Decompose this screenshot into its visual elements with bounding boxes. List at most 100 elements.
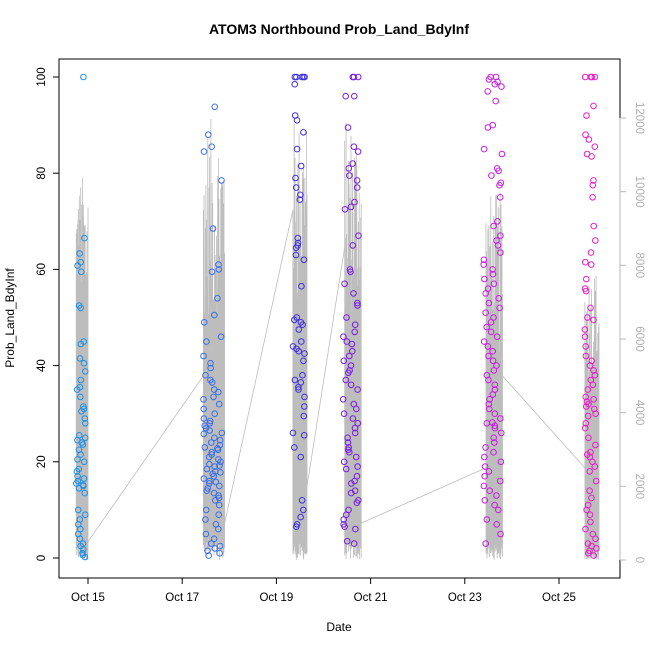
data-point <box>291 444 298 451</box>
data-point <box>482 309 490 317</box>
data-point <box>354 148 362 155</box>
count-trend-cluster <box>485 192 503 560</box>
count-trend-connector <box>502 375 586 469</box>
data-point <box>216 542 224 550</box>
data-point <box>82 368 89 375</box>
data-point <box>589 194 596 201</box>
data-point <box>491 410 499 418</box>
data-point <box>298 338 305 345</box>
y-axis: 0 20 40 60 80 100 <box>36 67 60 561</box>
data-point <box>581 333 589 341</box>
y-tick-label: 20 <box>36 455 48 468</box>
data-point <box>351 321 359 329</box>
y2-tick-label: 4000 <box>633 400 645 426</box>
count-trend-lines <box>75 118 600 560</box>
x-axis: Oct 15 Oct 17 Oct 19 Oct 21 Oct 23 Oct 25 <box>71 577 576 604</box>
y2-tick-label: 8000 <box>633 253 645 279</box>
data-point <box>301 350 308 357</box>
data-point <box>585 434 592 442</box>
data-point <box>341 523 348 531</box>
data-point <box>353 184 361 191</box>
data-point <box>206 420 214 427</box>
data-point <box>75 485 83 492</box>
data-point <box>200 352 207 360</box>
x-tick-label: Oct 15 <box>71 592 105 604</box>
data-point <box>590 396 597 403</box>
data-point <box>202 516 209 523</box>
data-point <box>73 480 80 487</box>
data-point <box>587 518 594 526</box>
data-point <box>497 530 504 538</box>
data-point <box>350 290 357 297</box>
data-point <box>80 475 88 482</box>
data-point <box>345 369 352 377</box>
data-point <box>496 194 504 201</box>
data-point <box>485 76 493 83</box>
data-point <box>289 429 297 437</box>
data-point <box>487 319 495 326</box>
data-point <box>293 145 301 153</box>
data-point <box>585 136 593 143</box>
data-point <box>481 453 488 461</box>
data-point <box>588 153 595 160</box>
data-point <box>347 268 354 276</box>
data-point <box>351 429 359 437</box>
data-point <box>480 338 488 345</box>
data-point <box>593 545 600 552</box>
plot-frame <box>58 58 621 579</box>
data-point <box>291 73 299 81</box>
data-point <box>590 552 598 559</box>
data-point <box>586 487 593 495</box>
data-point <box>217 458 224 466</box>
data-point <box>73 386 81 393</box>
data-point <box>207 364 214 372</box>
data-point <box>208 439 215 446</box>
data-point <box>480 482 488 490</box>
data-point <box>205 453 213 461</box>
data-point <box>351 198 358 206</box>
data-point <box>345 444 353 451</box>
data-point <box>215 501 223 509</box>
data-point <box>342 92 350 100</box>
data-point <box>582 287 590 295</box>
data-point <box>353 499 361 507</box>
data-point <box>215 266 223 273</box>
data-point <box>292 251 300 259</box>
data-point <box>485 400 493 408</box>
data-point <box>581 73 589 81</box>
data-point <box>344 439 352 446</box>
data-point <box>293 117 301 124</box>
data-point <box>299 371 306 379</box>
data-point <box>489 391 497 398</box>
data-point <box>582 258 589 266</box>
data-point <box>300 432 308 439</box>
data-point <box>584 314 591 321</box>
data-point <box>300 129 307 136</box>
data-point <box>354 299 361 307</box>
data-point <box>582 352 590 360</box>
data-point <box>351 92 358 100</box>
data-point <box>200 396 207 403</box>
data-point <box>592 477 600 485</box>
data-point <box>292 174 299 182</box>
data-point <box>493 521 501 528</box>
data-point <box>494 242 502 249</box>
data-point <box>486 487 494 495</box>
data-point <box>80 458 88 466</box>
data-point <box>582 393 590 401</box>
data-point <box>480 145 488 153</box>
x-tick-label: Oct 23 <box>448 592 482 604</box>
series-group <box>480 73 506 547</box>
data-point <box>291 376 299 384</box>
data-point <box>590 102 597 110</box>
data-point <box>291 80 299 88</box>
data-point <box>481 497 489 504</box>
data-point <box>300 412 308 420</box>
secondary-y-axis: 0 2000 4000 6000 8000 10000 12000 <box>619 102 645 563</box>
data-point <box>208 143 215 150</box>
data-point <box>346 448 353 456</box>
data-point <box>211 463 218 470</box>
data-point <box>346 266 354 273</box>
data-point <box>77 376 85 384</box>
